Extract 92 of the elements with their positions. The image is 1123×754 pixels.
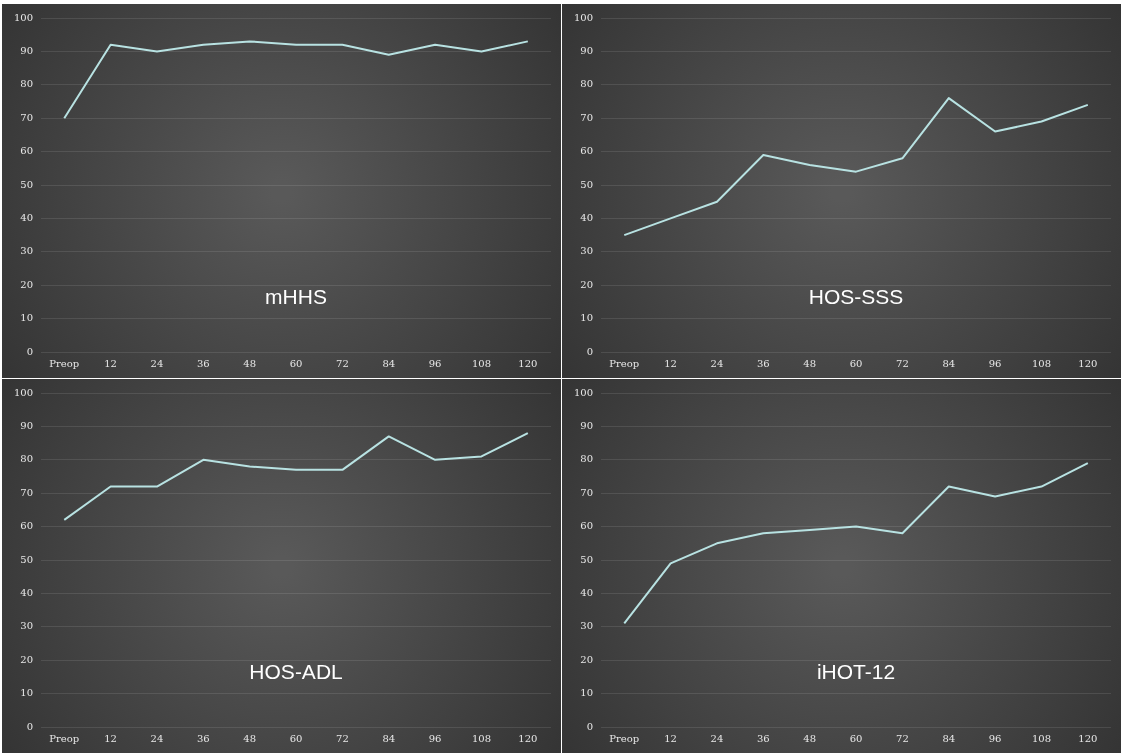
x-tick-label: 96 [988,357,1002,369]
y-tick-label: 90 [580,419,594,431]
x-tick-label: 60 [289,357,303,369]
y-tick-label: 40 [20,211,34,223]
y-tick-label: 30 [580,245,594,257]
y-tick-label: 10 [20,312,34,324]
x-tick-label: 96 [428,357,442,369]
x-tick-label: Preop [609,732,640,744]
x-tick-label: 24 [150,732,164,744]
y-tick-label: 50 [580,553,594,565]
y-tick-label: 100 [13,386,34,398]
y-tick-label: 20 [20,653,34,665]
y-tick-label: 50 [20,178,34,190]
y-tick-label: 20 [20,278,34,290]
y-tick-label: 90 [20,44,34,56]
y-tick-label: 100 [573,386,594,398]
x-tick-label: 108 [1031,732,1052,744]
y-tick-label: 60 [580,145,594,157]
y-tick-label: 0 [586,345,594,357]
y-tick-label: 60 [20,145,34,157]
y-tick-label: 30 [580,620,594,632]
y-tick-label: 100 [573,11,594,23]
y-tick-label: 0 [26,345,34,357]
y-tick-label: 20 [580,278,594,290]
y-tick-label: 80 [20,78,34,90]
x-tick-label: 36 [196,357,210,369]
x-tick-label: 36 [196,732,210,744]
x-tick-label: 24 [710,732,724,744]
x-tick-label: 120 [518,732,538,744]
y-tick-label: 60 [580,520,594,532]
y-tick-label: 70 [580,486,594,498]
y-tick-label: 70 [580,111,594,123]
y-tick-label: 60 [20,520,34,532]
x-tick-label: 60 [849,357,863,369]
x-tick-label: 48 [243,732,257,744]
x-tick-label: 108 [1031,357,1052,369]
x-tick-label: 12 [664,732,677,744]
y-tick-label: 70 [20,486,34,498]
x-tick-label: 84 [382,732,396,744]
x-tick-label: Preop [49,357,80,369]
y-tick-label: 0 [586,720,594,732]
x-tick-label: 72 [336,732,349,744]
y-tick-label: 10 [580,687,594,699]
x-tick-label: 72 [336,357,349,369]
x-tick-label: 84 [942,732,956,744]
x-tick-label: 120 [1078,732,1098,744]
y-tick-label: 50 [580,178,594,190]
x-tick-label: 108 [471,732,492,744]
x-tick-label: 60 [289,732,303,744]
y-tick-label: 30 [20,620,34,632]
y-tick-label: 70 [20,111,34,123]
x-tick-label: Preop [49,732,80,744]
x-tick-label: 72 [896,732,909,744]
text: mHHS [265,285,327,309]
text: HOS-SSS [808,285,904,309]
x-tick-label: Preop [609,357,640,369]
x-tick-label: 60 [849,732,863,744]
y-tick-label: 20 [580,653,594,665]
x-tick-label: 120 [518,357,538,369]
x-tick-label: 84 [382,357,396,369]
x-tick-label: 84 [942,357,956,369]
y-tick-label: 10 [20,687,34,699]
y-tick-label: 90 [580,44,594,56]
x-tick-label: 24 [710,357,724,369]
y-tick-label: 50 [20,553,34,565]
y-tick-label: 40 [20,586,34,598]
text: iHOT-12 [816,660,896,684]
x-tick-label: 96 [988,732,1002,744]
y-tick-label: 30 [20,245,34,257]
x-tick-label: 72 [896,357,909,369]
x-tick-label: 96 [428,732,442,744]
x-tick-label: 12 [664,357,677,369]
text: HOS-ADL [249,660,343,684]
y-tick-label: 90 [20,419,34,431]
x-tick-label: 48 [243,357,257,369]
y-tick-label: 10 [580,312,594,324]
y-tick-label: 0 [26,720,34,732]
y-tick-label: 80 [20,453,34,465]
x-tick-label: 48 [803,357,817,369]
x-tick-label: 12 [104,357,117,369]
x-tick-label: 24 [150,357,164,369]
y-tick-label: 80 [580,78,594,90]
y-tick-label: 40 [580,211,594,223]
x-tick-label: 48 [803,732,817,744]
x-tick-label: 36 [756,357,770,369]
x-tick-label: 12 [104,732,117,744]
x-tick-label: 120 [1078,357,1098,369]
y-tick-label: 80 [580,453,594,465]
y-tick-label: 40 [580,586,594,598]
x-tick-label: 108 [471,357,492,369]
y-tick-label: 100 [13,11,34,23]
x-tick-label: 36 [756,732,770,744]
